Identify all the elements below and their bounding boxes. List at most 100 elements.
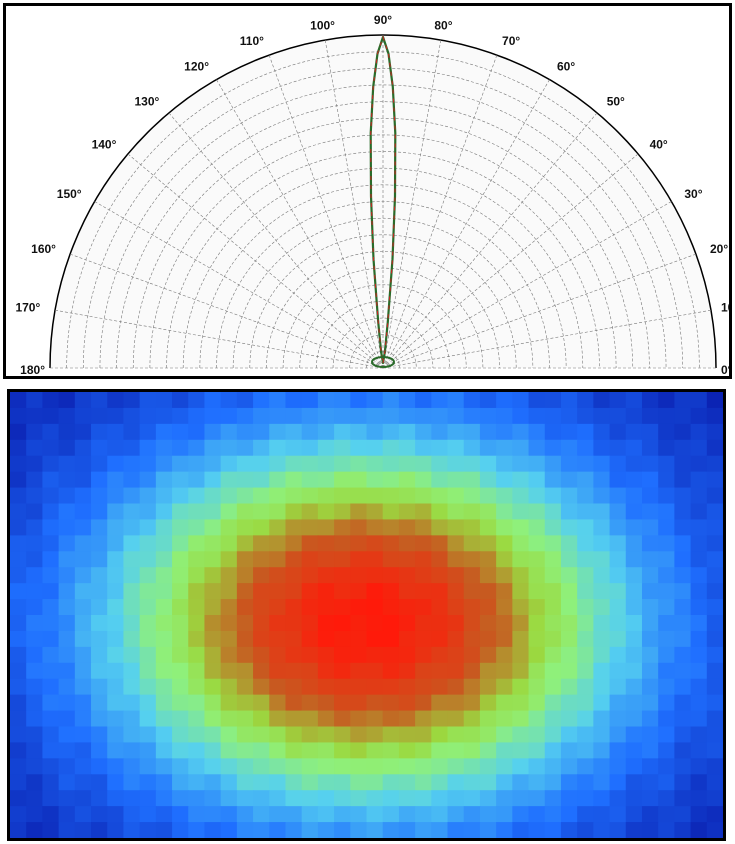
- heatmap-cell: [415, 551, 432, 568]
- heatmap-cell: [658, 646, 675, 664]
- heatmap-cell: [544, 599, 562, 616]
- heatmap-cell: [512, 774, 530, 791]
- heatmap-cell: [463, 407, 481, 425]
- polar-radial-gridline: [282, 267, 484, 369]
- heatmap-cell: [188, 615, 206, 632]
- heatmap-cell: [253, 726, 270, 744]
- heatmap-cell: [496, 535, 513, 552]
- heatmap-cell: [269, 423, 287, 441]
- heatmap-cell: [26, 551, 43, 568]
- heatmap-cell: [609, 710, 627, 728]
- heatmap-cell: [577, 742, 594, 759]
- heatmap-cell: [690, 599, 708, 616]
- heatmap-cell: [593, 583, 611, 600]
- heatmap-cell: [609, 519, 627, 536]
- heatmap-cell: [463, 615, 481, 632]
- heatmap-cell: [74, 678, 92, 696]
- heatmap-cell: [479, 455, 497, 473]
- heatmap-cell: [577, 392, 594, 409]
- heatmap-cell: [479, 678, 497, 696]
- polar-tick-label: 60°: [557, 60, 575, 74]
- heatmap-cell: [155, 694, 173, 712]
- heatmap-cell: [74, 567, 92, 584]
- heatmap-cell: [350, 710, 368, 728]
- heatmap-cell: [690, 726, 708, 744]
- heatmap-cell: [220, 407, 238, 425]
- heatmap-cell: [188, 662, 206, 680]
- heatmap-cell: [285, 439, 303, 457]
- heatmap-cell: [58, 758, 76, 775]
- heatmap-cell: [220, 439, 238, 457]
- heatmap-cell: [641, 758, 659, 775]
- heatmap-cell: [58, 487, 76, 505]
- heatmap-cell: [366, 742, 384, 759]
- heatmap-cell: [74, 455, 92, 473]
- heatmap-cell: [204, 471, 222, 489]
- heatmap-cell: [398, 455, 416, 473]
- heatmap-cell: [253, 742, 270, 759]
- heatmap-cell: [447, 710, 465, 728]
- heatmap-cell: [253, 567, 270, 584]
- heatmap-cell: [188, 519, 206, 536]
- heatmap-cell: [58, 599, 76, 616]
- heatmap-cell: [382, 742, 400, 759]
- heatmap-cell: [415, 615, 432, 632]
- heatmap-cell: [431, 630, 449, 648]
- heatmap-cell: [593, 535, 611, 552]
- polar-angle-gridline: [324, 40, 384, 369]
- heatmap-cell: [625, 439, 643, 457]
- heatmap-cell: [350, 392, 368, 409]
- heatmap-cell: [415, 487, 432, 505]
- heatmap-cell: [690, 694, 708, 712]
- heatmap-cell: [107, 487, 125, 505]
- heatmap-cell: [625, 567, 643, 584]
- heatmap-cell: [74, 407, 92, 425]
- heatmap-cell: [447, 567, 465, 584]
- heatmap-cell: [155, 407, 173, 425]
- heatmap-cell: [317, 567, 335, 584]
- heatmap-cell: [317, 392, 335, 409]
- heatmap-cell: [625, 822, 643, 838]
- heatmap-cell: [285, 407, 303, 425]
- heatmap-cell: [74, 726, 92, 744]
- heatmap-cell: [641, 806, 659, 823]
- heatmap-cell: [188, 487, 206, 505]
- heatmap-cell: [398, 392, 416, 409]
- heatmap-cell: [674, 662, 692, 680]
- heatmap-cell: [236, 392, 254, 409]
- heatmap-cell: [496, 519, 513, 536]
- heatmap-cell: [301, 662, 319, 680]
- heatmap-cell: [155, 790, 173, 807]
- heatmap-cell: [415, 678, 432, 696]
- heatmap-cell: [123, 392, 141, 409]
- heatmap-cell: [139, 806, 157, 823]
- heatmap-cell: [236, 646, 254, 664]
- heatmap-cell: [463, 630, 481, 648]
- heatmap-cell: [334, 519, 351, 536]
- heatmap-cell: [10, 806, 27, 823]
- heatmap-cell: [674, 519, 692, 536]
- heatmap-cell: [528, 678, 546, 696]
- heatmap-cell: [285, 551, 303, 568]
- heatmap-cell: [172, 774, 189, 791]
- heatmap-cell: [544, 439, 562, 457]
- heatmap-cell: [188, 742, 206, 759]
- heatmap-cell: [641, 630, 659, 648]
- heatmap-cell: [366, 646, 384, 664]
- polar-radial-gridline: [166, 151, 600, 369]
- heatmap-cell: [172, 758, 189, 775]
- heatmap-cell: [496, 806, 513, 823]
- heatmap-cell: [577, 455, 594, 473]
- heatmap-cell: [269, 455, 287, 473]
- heatmap-cell: [609, 678, 627, 696]
- heatmap-cell: [91, 694, 108, 712]
- heatmap-cell: [560, 567, 578, 584]
- heatmap-cell: [544, 392, 562, 409]
- heatmap-cell: [560, 599, 578, 616]
- heatmap-cell: [123, 742, 141, 759]
- heatmap-cell: [528, 439, 546, 457]
- heatmap-cell: [609, 583, 627, 600]
- heatmap-cell: [415, 439, 432, 457]
- heatmap-cell: [447, 439, 465, 457]
- heatmap-cell: [560, 471, 578, 489]
